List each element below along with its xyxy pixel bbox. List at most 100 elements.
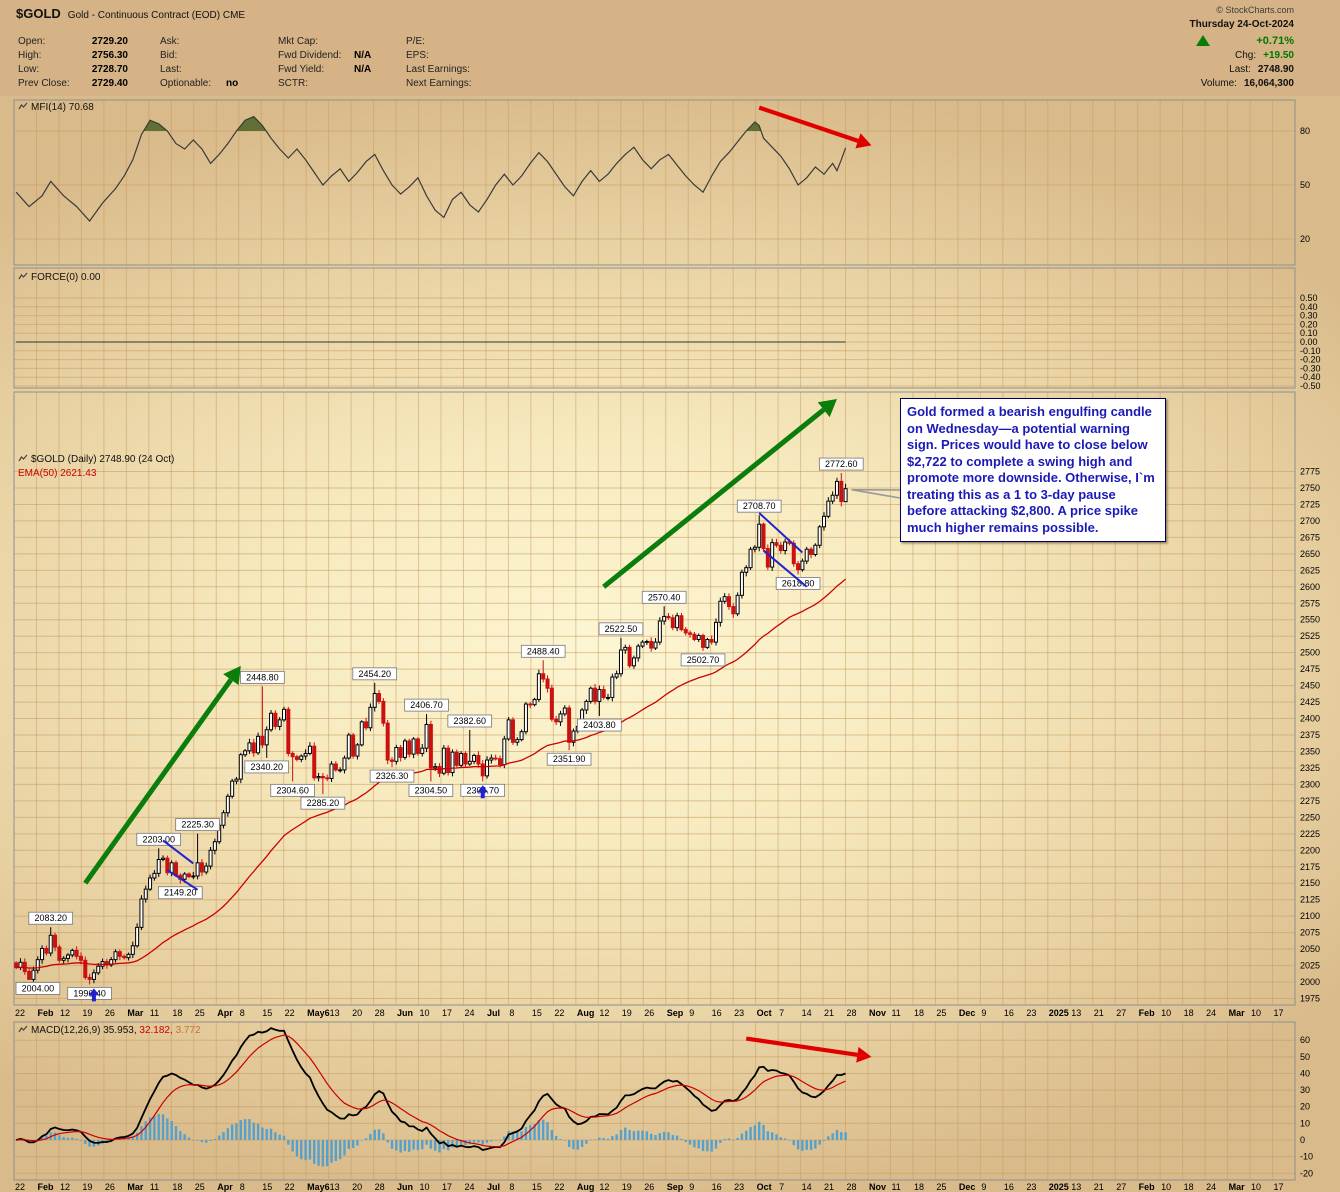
- svg-text:2708.70: 2708.70: [743, 501, 776, 511]
- svg-text:16: 16: [1004, 1008, 1014, 1018]
- svg-text:2125: 2125: [1300, 895, 1320, 905]
- macd-legend-label: MACD(12,26,9): [31, 1025, 101, 1036]
- x-axis-labels: 22 Feb 12 19 26 Mar 11 18 25 Apr 8 15 22 May6 13 20 28 Ju…: [15, 1008, 1284, 1192]
- svg-text:11: 11: [891, 1008, 900, 1018]
- svg-text:2083.20: 2083.20: [34, 913, 67, 923]
- macd-signal-value: 32.182,: [139, 1025, 173, 1036]
- svg-text:2250: 2250: [1300, 812, 1320, 822]
- panel-borders: [13, 99, 1296, 1181]
- chart-date: Thursday 24-Oct-2024: [1189, 19, 1295, 30]
- svg-text:20: 20: [352, 1182, 362, 1192]
- svg-text:2400: 2400: [1300, 714, 1320, 724]
- svg-text:21: 21: [1094, 1008, 1104, 1018]
- copyright: © StockCharts.com: [1216, 5, 1294, 15]
- svg-text:25: 25: [936, 1008, 946, 1018]
- svg-text:-0.20: -0.20: [1300, 355, 1321, 365]
- svg-text:Sep: Sep: [667, 1182, 684, 1192]
- trend-arrows: [83, 105, 872, 1063]
- svg-text:Apr: Apr: [217, 1008, 233, 1018]
- svg-text:21: 21: [824, 1008, 834, 1018]
- quote-label: Last:: [160, 64, 182, 75]
- quote-label: Fwd Dividend:: [278, 50, 342, 61]
- svg-text:10: 10: [1251, 1008, 1261, 1018]
- quote-label: EPS:: [406, 50, 429, 61]
- svg-text:19: 19: [82, 1008, 92, 1018]
- svg-text:15: 15: [262, 1182, 272, 1192]
- svg-text:Dec: Dec: [959, 1008, 976, 1018]
- svg-text:17: 17: [442, 1008, 452, 1018]
- svg-text:23: 23: [1026, 1182, 1036, 1192]
- svg-text:2450: 2450: [1300, 681, 1320, 691]
- svg-text:22: 22: [285, 1008, 295, 1018]
- last-row: Last: 2748.90: [1229, 64, 1294, 75]
- svg-text:Dec: Dec: [959, 1182, 976, 1192]
- svg-text:0.00: 0.00: [1300, 337, 1318, 347]
- svg-text:2304.50: 2304.50: [415, 785, 448, 795]
- svg-text:Mar: Mar: [127, 1182, 144, 1192]
- svg-text:2004.00: 2004.00: [22, 983, 55, 993]
- svg-text:50: 50: [1300, 1052, 1310, 1062]
- svg-text:1996.40: 1996.40: [73, 988, 106, 998]
- svg-text:2550: 2550: [1300, 615, 1320, 625]
- svg-text:20: 20: [352, 1008, 362, 1018]
- svg-text:18: 18: [1184, 1008, 1194, 1018]
- change-row: Chg: +19.50: [1235, 50, 1294, 61]
- svg-text:Mar: Mar: [1229, 1008, 1246, 1018]
- svg-text:Sep: Sep: [667, 1008, 684, 1018]
- svg-text:12: 12: [599, 1182, 609, 1192]
- svg-text:18: 18: [914, 1182, 924, 1192]
- svg-text:Aug: Aug: [577, 1182, 595, 1192]
- svg-text:10: 10: [1161, 1182, 1171, 1192]
- analyst-note: Gold formed a bearish engulfing candle o…: [900, 398, 1166, 542]
- svg-text:2775: 2775: [1300, 467, 1320, 477]
- quote-label: Ask:: [160, 36, 180, 47]
- chg-label: Chg:: [1235, 50, 1257, 61]
- last-value: 2748.90: [1257, 64, 1294, 75]
- grid: [13, 100, 1296, 1180]
- svg-text:25: 25: [195, 1008, 205, 1018]
- svg-text:7: 7: [779, 1182, 784, 1192]
- svg-text:18: 18: [172, 1182, 182, 1192]
- svg-text:12: 12: [599, 1008, 609, 1018]
- svg-text:13: 13: [330, 1008, 340, 1018]
- quote-label: Low:: [18, 64, 40, 75]
- buy-markers: [88, 785, 489, 1002]
- svg-text:20: 20: [1300, 234, 1310, 244]
- quote-row: Fwd Dividend: N/A: [278, 50, 371, 61]
- svg-text:25: 25: [936, 1182, 946, 1192]
- last-label: Last:: [1229, 64, 1251, 75]
- svg-text:28: 28: [847, 1182, 857, 1192]
- svg-text:27: 27: [1116, 1182, 1126, 1192]
- svg-text:2050: 2050: [1300, 944, 1320, 954]
- svg-text:80: 80: [1300, 126, 1310, 136]
- svg-text:50: 50: [1300, 180, 1310, 190]
- svg-text:Feb: Feb: [37, 1008, 54, 1018]
- svg-text:0.10: 0.10: [1300, 328, 1318, 338]
- svg-text:2454.20: 2454.20: [358, 669, 391, 679]
- svg-text:2575: 2575: [1300, 598, 1320, 608]
- volume-row: Volume: 16,064,300: [1201, 78, 1294, 89]
- svg-text:11: 11: [891, 1182, 900, 1192]
- svg-text:1975: 1975: [1300, 994, 1320, 1004]
- quote-row: Last:: [160, 64, 226, 75]
- svg-text:2570.40: 2570.40: [648, 592, 681, 602]
- svg-text:2340.20: 2340.20: [250, 762, 283, 772]
- quote-label: Bid:: [160, 50, 178, 61]
- macd-legend: MACD(12,26,9) 35.953, 32.182, 3.772: [18, 1025, 201, 1037]
- svg-text:9: 9: [689, 1008, 694, 1018]
- svg-text:2150: 2150: [1300, 878, 1320, 888]
- svg-text:60: 60: [1300, 1035, 1310, 1045]
- svg-text:2650: 2650: [1300, 549, 1320, 559]
- svg-text:24: 24: [1206, 1182, 1216, 1192]
- mfi-legend: MFI(14) 70.68: [18, 102, 94, 114]
- svg-text:2225.30: 2225.30: [181, 820, 214, 830]
- svg-text:Aug: Aug: [577, 1008, 595, 1018]
- quote-value: no: [226, 78, 239, 89]
- title-row: $GOLD Gold - Continuous Contract (EOD) CM…: [16, 5, 245, 23]
- svg-text:2488.40: 2488.40: [527, 646, 560, 656]
- svg-text:Feb: Feb: [37, 1182, 54, 1192]
- svg-text:Jun: Jun: [397, 1182, 413, 1192]
- svg-text:Mar: Mar: [1229, 1182, 1246, 1192]
- svg-text:2750: 2750: [1300, 483, 1320, 493]
